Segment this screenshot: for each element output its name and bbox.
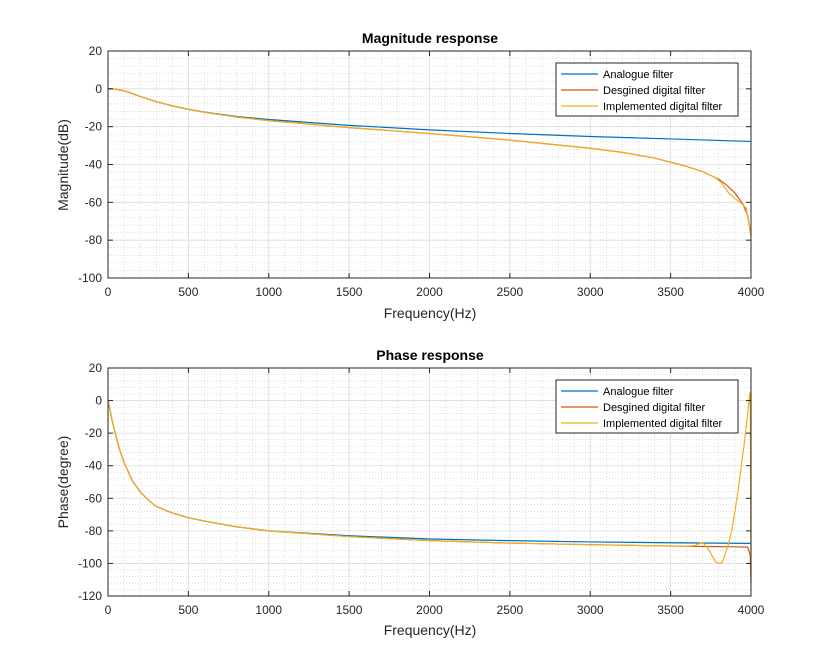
phase-axes: Phase response Frequency(Hz) Phase(degre…: [55, 347, 765, 638]
legend-entry-implemented: Implemented digital filter: [561, 101, 723, 113]
legend-entry-analogue: Analogue filter: [561, 386, 674, 398]
y-tick-label: -100: [78, 556, 102, 570]
phase-series: [108, 391, 751, 583]
legend-label: Implemented digital filter: [603, 418, 723, 430]
legend-label: Implemented digital filter: [603, 101, 723, 113]
y-tick-label: -120: [78, 589, 102, 603]
x-tick-label: 1500: [336, 603, 363, 617]
x-tick-label: 3000: [577, 285, 604, 299]
phase-ylabel: Phase(degree): [55, 436, 71, 529]
x-tick-label: 1000: [255, 285, 282, 299]
phase-ticks: 0 500 1000 1500 2000 2500 3000 3500 4000 -120 -100…: [78, 361, 765, 617]
y-tick-label: -80: [85, 524, 103, 538]
phase-xlabel: Frequency(Hz): [384, 622, 477, 638]
magnitude-series: [108, 88, 751, 237]
magnitude-legend: Analogue filter Desgined digital filter …: [555, 62, 739, 117]
phase-legend: Analogue filter Desgined digital filter …: [555, 379, 739, 434]
x-tick-label: 1000: [255, 603, 282, 617]
y-tick-label: -40: [85, 459, 103, 473]
legend-label: Analogue filter: [603, 69, 674, 81]
x-tick-label: 3500: [657, 603, 684, 617]
phase-grid: [107, 367, 752, 597]
x-tick-label: 2000: [416, 603, 443, 617]
implemented-digital-filter-line: [108, 391, 751, 583]
legend-entry-analogue: Analogue filter: [561, 69, 674, 81]
y-tick-label: -20: [85, 120, 103, 134]
x-tick-label: 2000: [416, 285, 443, 299]
y-tick-label: 20: [89, 44, 103, 58]
x-tick-label: 4000: [738, 603, 765, 617]
magnitude-ticks: 0 500 1000 1500 2000 2500 3000 3500 4000 -100 -80 -…: [78, 44, 765, 299]
x-tick-label: 0: [105, 285, 112, 299]
magnitude-axes: Magnitude response Frequency(Hz) Magnitu…: [55, 30, 765, 321]
y-tick-label: 0: [95, 82, 102, 96]
legend-label: Desgined digital filter: [603, 85, 705, 97]
x-tick-label: 2500: [497, 285, 524, 299]
magnitude-ylabel: Magnitude(dB): [55, 119, 71, 211]
y-tick-label: -100: [78, 271, 102, 285]
x-tick-label: 2500: [497, 603, 524, 617]
y-tick-label: -60: [85, 491, 103, 505]
x-tick-label: 4000: [738, 285, 765, 299]
legend-entry-implemented: Implemented digital filter: [561, 418, 723, 430]
x-tick-label: 3000: [577, 603, 604, 617]
x-tick-label: 0: [105, 603, 112, 617]
y-tick-label: -40: [85, 158, 103, 172]
legend-entry-designed: Desgined digital filter: [561, 402, 705, 414]
magnitude-title: Magnitude response: [362, 30, 498, 46]
implemented-digital-filter-line: [108, 88, 751, 237]
legend-label: Desgined digital filter: [603, 402, 705, 414]
x-tick-label: 500: [178, 285, 198, 299]
y-tick-label: 20: [89, 361, 103, 375]
y-tick-label: 0: [95, 394, 102, 408]
y-tick-label: -20: [85, 426, 103, 440]
x-tick-label: 3500: [657, 285, 684, 299]
magnitude-xlabel: Frequency(Hz): [384, 305, 477, 321]
x-tick-label: 1500: [336, 285, 363, 299]
y-tick-label: -60: [85, 195, 103, 209]
phase-title: Phase response: [376, 347, 484, 363]
y-tick-label: -80: [85, 233, 103, 247]
legend-entry-designed: Desgined digital filter: [561, 85, 705, 97]
magnitude-grid: [107, 50, 752, 279]
legend-label: Analogue filter: [603, 386, 674, 398]
x-tick-label: 500: [178, 603, 198, 617]
